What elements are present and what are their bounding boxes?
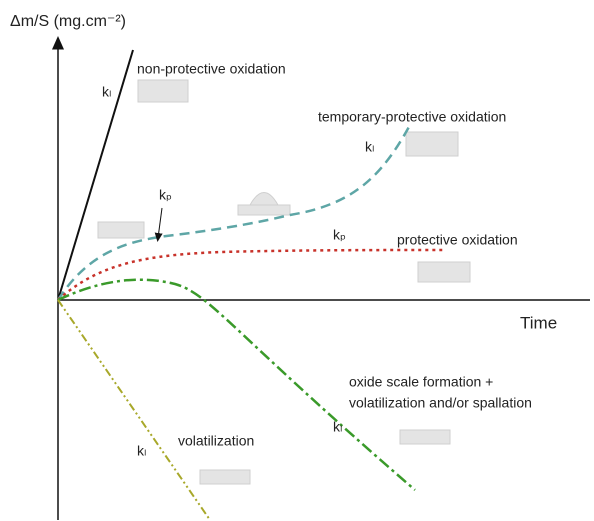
icons (97, 79, 471, 485)
curve-label: oxide scale formation + (349, 374, 493, 390)
x-axis-label: Time (520, 313, 557, 332)
scale-spallation-curve (57, 278, 416, 491)
temporary-protective-curve (56, 124, 412, 301)
non-protective-curve (57, 49, 134, 301)
rate-label: kₗ (102, 84, 111, 100)
rate-label: kₗ (333, 419, 342, 435)
curve-label: non-protective oxidation (137, 61, 286, 77)
curve-label: temporary-protective oxidation (318, 109, 506, 125)
curve-label: volatilization (178, 433, 254, 449)
curve-label: protective oxidation (397, 232, 518, 248)
rate-label: kₗ (365, 139, 374, 155)
rate-label: kₗ (137, 443, 146, 459)
curve-label: volatilization and/or spallation (349, 395, 532, 411)
rate-label: kₚ (333, 227, 346, 243)
volatilization-curve (57, 299, 211, 521)
rate-label: kₚ (159, 187, 172, 203)
y-axis-label: Δm/S (mg.cm⁻²) (10, 13, 126, 30)
protective-curve (57, 248, 446, 301)
kp-arrow (154, 207, 163, 242)
